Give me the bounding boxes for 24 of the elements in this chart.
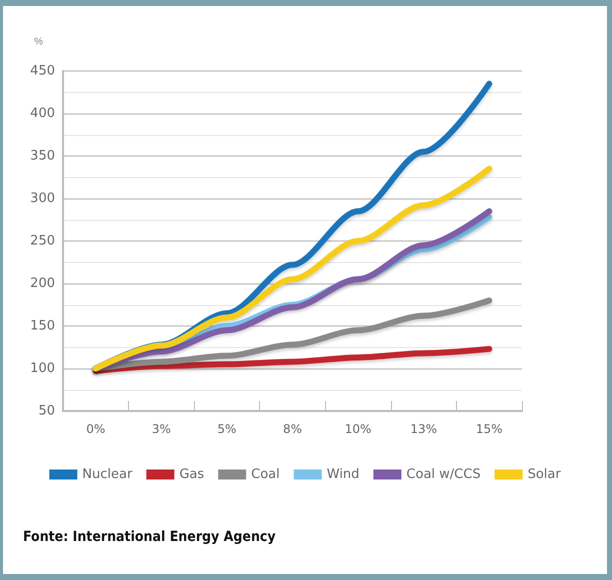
legend-label: Wind bbox=[326, 467, 360, 482]
y-tick-label: 250 bbox=[30, 234, 55, 248]
y-tick-label: 100 bbox=[30, 361, 55, 376]
y-tick-label: 200 bbox=[30, 276, 55, 291]
x-tick-label: 15% bbox=[476, 422, 503, 436]
y-tick-label: 150 bbox=[30, 318, 55, 334]
y-axis-title: % bbox=[34, 36, 44, 48]
x-tick-label: 10% bbox=[344, 422, 372, 436]
y-tick-label: 300 bbox=[30, 191, 55, 206]
x-tick-label: 0% bbox=[86, 422, 106, 436]
x-tick-label: 3% bbox=[152, 422, 171, 436]
x-tick-label: 5% bbox=[217, 422, 236, 436]
legend-label: Coal w/CCS bbox=[406, 467, 481, 482]
legend-label: Solar bbox=[528, 467, 562, 482]
y-tick-label: 450 bbox=[30, 64, 55, 78]
legend-label: Coal bbox=[251, 467, 280, 482]
legend-label: Gas bbox=[179, 467, 204, 482]
y-tick-label: 400 bbox=[30, 106, 55, 121]
source-note: Fonte: International Energy Agency bbox=[23, 529, 276, 545]
x-tick-label: 13% bbox=[410, 422, 437, 436]
y-tick-label: 50 bbox=[38, 404, 55, 418]
legend-label: Nuclear bbox=[82, 467, 133, 482]
y-tick-label: 350 bbox=[30, 148, 55, 164]
x-tick-label: 8% bbox=[282, 422, 302, 436]
